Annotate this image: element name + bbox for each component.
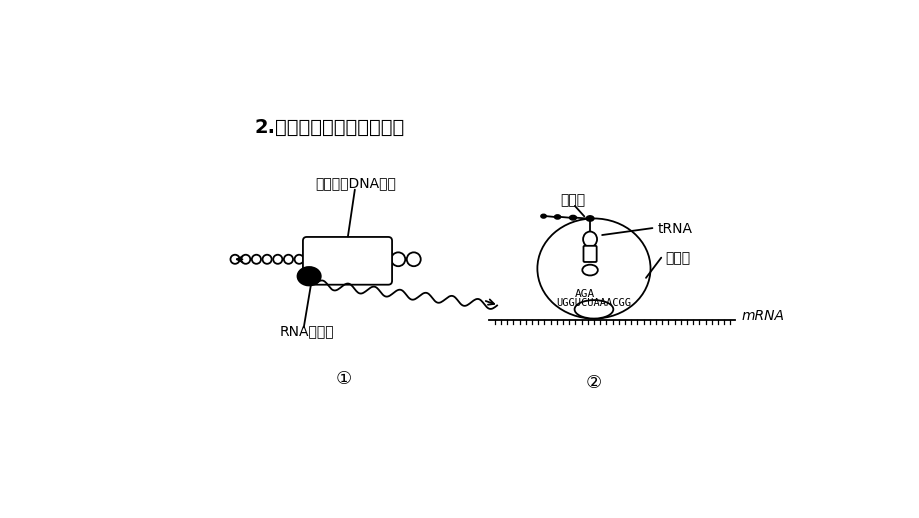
Ellipse shape — [583, 232, 596, 247]
Ellipse shape — [569, 215, 576, 220]
Text: AGA: AGA — [573, 289, 594, 298]
Text: ②: ② — [585, 374, 601, 392]
Text: mRNA: mRNA — [741, 309, 783, 323]
Text: 核糖体: 核糖体 — [664, 251, 689, 265]
Text: 解旋开的DNA单链: 解旋开的DNA单链 — [314, 176, 395, 190]
Text: UGGUCUAAACGG: UGGUCUAAACGG — [556, 298, 630, 308]
Text: ①: ① — [335, 370, 351, 388]
Ellipse shape — [585, 216, 594, 221]
Text: tRNA: tRNA — [657, 222, 692, 236]
Ellipse shape — [537, 219, 650, 319]
FancyBboxPatch shape — [302, 237, 391, 285]
Text: 2.　遗传信息的转录和翻译: 2. 遗传信息的转录和翻译 — [255, 118, 404, 137]
Ellipse shape — [582, 265, 597, 276]
Ellipse shape — [297, 267, 321, 285]
FancyBboxPatch shape — [583, 246, 596, 262]
Ellipse shape — [540, 214, 546, 218]
Ellipse shape — [574, 300, 613, 319]
Text: RNA聊合酶: RNA聊合酶 — [279, 324, 335, 338]
Text: 多肽链: 多肽链 — [560, 193, 585, 207]
Ellipse shape — [554, 215, 560, 219]
